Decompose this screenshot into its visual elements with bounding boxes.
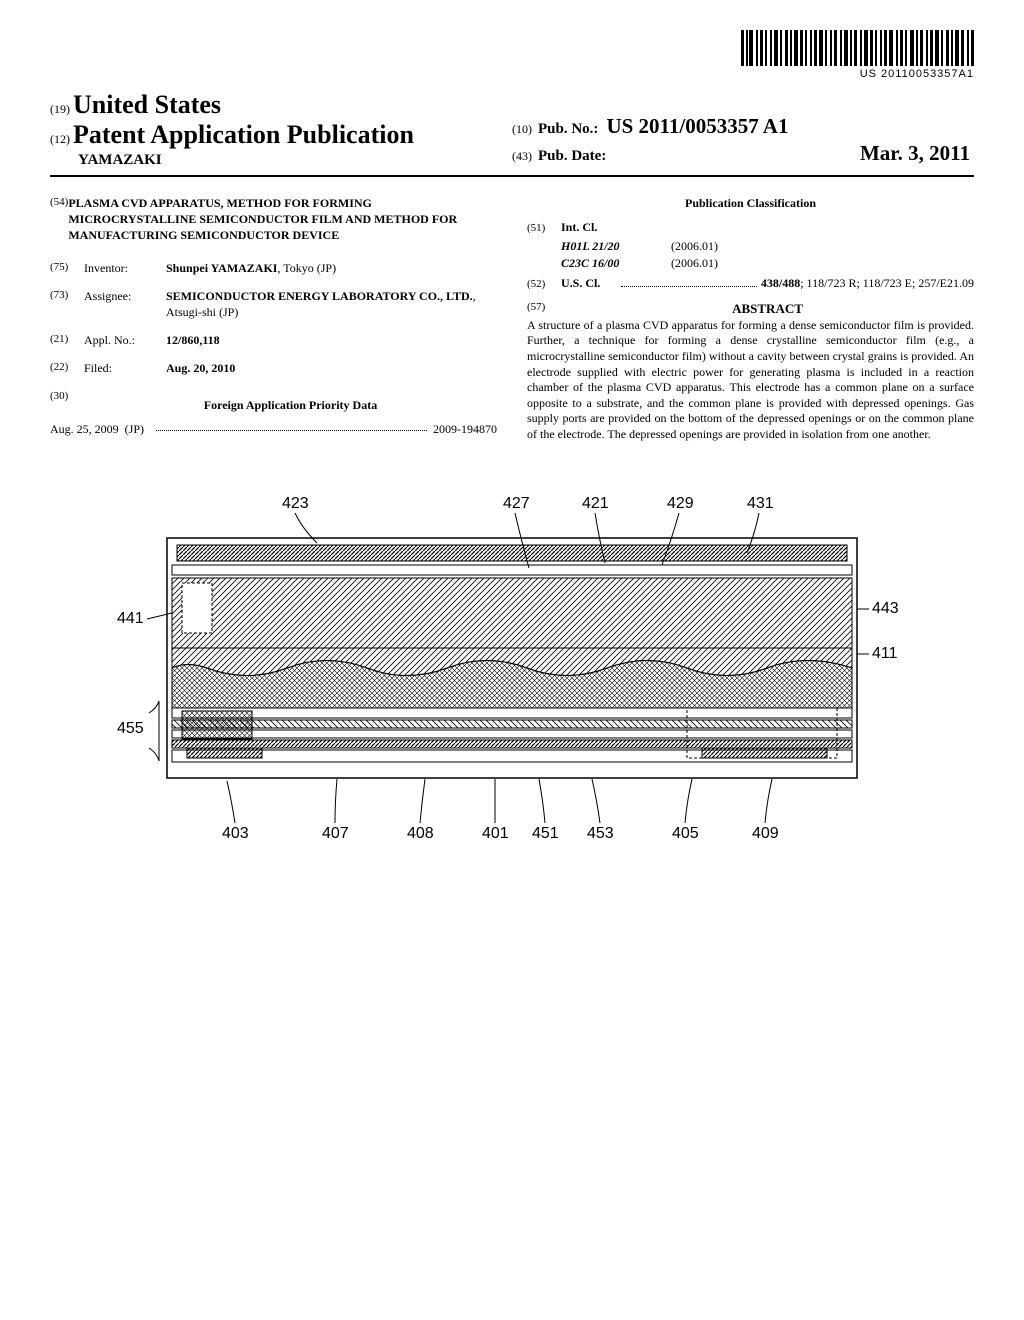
us-cl-rest: ; 118/723 R; 118/723 E; 257/E21.09 xyxy=(800,276,974,290)
code-54: (54) xyxy=(50,195,68,244)
int-cl-year-0: (2006.01) xyxy=(671,238,751,254)
int-cl-name-0: H01L 21/20 xyxy=(561,238,671,254)
filed-row: (22) Filed: Aug. 20, 2010 xyxy=(50,360,497,376)
two-column-body: (54) PLASMA CVD APPARATUS, METHOD FOR FO… xyxy=(50,195,974,443)
code-57: (57) xyxy=(527,300,561,318)
inventor-row: (75) Inventor: Shunpei YAMAZAKI, Tokyo (… xyxy=(50,260,497,276)
fig-label-421: 421 xyxy=(582,495,609,512)
priority-date: Aug. 25, 2009 xyxy=(50,421,119,437)
fig-label-405: 405 xyxy=(672,825,699,842)
pub-no-row: (10) Pub. No.: US 2011/0053357 A1 xyxy=(512,114,974,139)
assignee-label: Assignee: xyxy=(84,288,166,320)
assignee-value: SEMICONDUCTOR ENERGY LABORATORY CO., LTD… xyxy=(166,288,497,320)
us-cl-row: (52) U.S. Cl. 438/488; 118/723 R; 118/72… xyxy=(527,275,974,292)
us-cl-values: 438/488; 118/723 R; 118/723 E; 257/E21.0… xyxy=(761,275,974,291)
pub-no: US 2011/0053357 A1 xyxy=(606,114,788,139)
code-51: (51) xyxy=(527,221,561,236)
filed-label: Filed: xyxy=(84,360,166,376)
title-block: (54) PLASMA CVD APPARATUS, METHOD FOR FO… xyxy=(50,195,497,244)
inventor-label: Inventor: xyxy=(84,260,166,276)
fig-label-455: 455 xyxy=(117,720,144,737)
patent-figure: 423 427 421 429 431 xyxy=(50,483,974,863)
abstract-text: A structure of a plasma CVD apparatus fo… xyxy=(527,318,974,443)
appl-no-row: (21) Appl. No.: 12/860,118 xyxy=(50,332,497,348)
author-name: YAMAZAKI xyxy=(50,152,512,169)
fig-label-401: 401 xyxy=(482,825,509,842)
classification-header: Publication Classification xyxy=(527,195,974,211)
int-cl-name-1: C23C 16/00 xyxy=(561,255,671,271)
int-cl-row: (51) Int. Cl. xyxy=(527,219,974,236)
header: (19) United States (12) Patent Applicati… xyxy=(50,90,974,177)
pub-date-label: Pub. Date: xyxy=(538,148,606,165)
fig-label-429: 429 xyxy=(667,495,694,512)
fig-label-431: 431 xyxy=(747,495,774,512)
int-cl-entries: H01L 21/20 (2006.01) C23C 16/00 (2006.01… xyxy=(527,238,974,271)
fig-label-451: 451 xyxy=(532,825,559,842)
pub-date: Mar. 3, 2011 xyxy=(860,141,974,166)
fig-label-408: 408 xyxy=(407,825,434,842)
pub-no-label: Pub. No.: xyxy=(538,121,598,138)
foreign-priority-row: (30) Foreign Application Priority Data xyxy=(50,389,497,421)
inventor-value: Shunpei YAMAZAKI, Tokyo (JP) xyxy=(166,260,497,276)
fig-label-411: 411 xyxy=(872,645,898,662)
dots-filler xyxy=(621,277,757,287)
abstract-label: ABSTRACT xyxy=(561,300,974,318)
header-right: (10) Pub. No.: US 2011/0053357 A1 (43) P… xyxy=(512,90,974,169)
inventor-name: Shunpei YAMAZAKI xyxy=(166,261,277,275)
header-left: (19) United States (12) Patent Applicati… xyxy=(50,90,512,169)
fig-label-443: 443 xyxy=(872,600,899,617)
right-column: Publication Classification (51) Int. Cl.… xyxy=(527,195,974,443)
appl-no-label: Appl. No.: xyxy=(84,332,166,348)
priority-data-row: Aug. 25, 2009 (JP) 2009-194870 xyxy=(50,421,497,437)
int-cl-entry: H01L 21/20 (2006.01) xyxy=(561,238,974,254)
code-19: (19) xyxy=(50,102,70,116)
dots-filler xyxy=(156,421,427,431)
int-cl-entry: C23C 16/00 (2006.01) xyxy=(561,255,974,271)
fig-label-427: 427 xyxy=(503,495,530,512)
code-21: (21) xyxy=(50,332,84,348)
code-52: (52) xyxy=(527,277,561,292)
fig-label-423: 423 xyxy=(282,495,309,512)
code-75: (75) xyxy=(50,260,84,276)
pub-type-line: (12) Patent Application Publication xyxy=(50,120,512,150)
code-10: (10) xyxy=(512,122,532,137)
code-30: (30) xyxy=(50,389,84,421)
appl-no-value: 12/860,118 xyxy=(166,332,497,348)
int-cl-label: Int. Cl. xyxy=(561,219,617,235)
abstract-header-row: (57) ABSTRACT xyxy=(527,300,974,318)
fig-label-441: 441 xyxy=(117,610,144,627)
assignee-row: (73) Assignee: SEMICONDUCTOR ENERGY LABO… xyxy=(50,288,497,320)
code-43: (43) xyxy=(512,149,532,164)
inventor-loc: , Tokyo (JP) xyxy=(277,261,336,275)
fig-label-403: 403 xyxy=(222,825,249,842)
left-column: (54) PLASMA CVD APPARATUS, METHOD FOR FO… xyxy=(50,195,497,443)
priority-country: (JP) xyxy=(125,421,144,437)
barcode: US 20110053357A1 xyxy=(741,30,974,80)
fig-label-453: 453 xyxy=(587,825,614,842)
barcode-bars xyxy=(741,30,974,66)
patent-title: PLASMA CVD APPARATUS, METHOD FOR FORMING… xyxy=(68,195,497,244)
pub-type: Patent Application Publication xyxy=(73,120,414,149)
barcode-number: US 20110053357A1 xyxy=(741,68,974,80)
us-cl-label: U.S. Cl. xyxy=(561,275,617,291)
foreign-priority-label: Foreign Application Priority Data xyxy=(84,397,497,413)
int-cl-year-1: (2006.01) xyxy=(671,255,751,271)
us-cl-main: 438/488 xyxy=(761,276,800,290)
code-73: (73) xyxy=(50,288,84,320)
country-line: (19) United States xyxy=(50,90,512,120)
assignee-name: SEMICONDUCTOR ENERGY LABORATORY CO., LTD… xyxy=(166,289,473,303)
fig-label-407: 407 xyxy=(322,825,349,842)
code-22: (22) xyxy=(50,360,84,376)
barcode-section: US 20110053357A1 xyxy=(50,30,974,82)
pub-date-row: (43) Pub. Date: Mar. 3, 2011 xyxy=(512,141,974,166)
country-name: United States xyxy=(73,90,221,119)
priority-number: 2009-194870 xyxy=(433,421,497,437)
filed-value: Aug. 20, 2010 xyxy=(166,360,497,376)
fig-label-409: 409 xyxy=(752,825,779,842)
figure-svg: 423 427 421 429 431 xyxy=(87,483,937,863)
code-12: (12) xyxy=(50,132,70,146)
